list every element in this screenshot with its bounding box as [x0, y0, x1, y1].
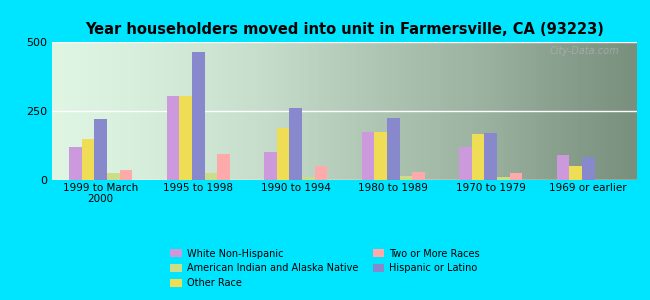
Bar [217, 154, 230, 180]
Bar [179, 96, 192, 180]
Bar [510, 173, 523, 180]
Bar [497, 177, 510, 180]
Bar [302, 177, 315, 180]
Bar [361, 132, 374, 180]
Bar [412, 172, 425, 180]
Bar [374, 132, 387, 180]
Bar [472, 134, 484, 180]
Bar [82, 139, 94, 180]
Bar [264, 152, 277, 180]
Bar [315, 166, 328, 180]
Bar [94, 119, 107, 180]
Bar [556, 155, 569, 180]
Bar [69, 147, 82, 180]
Bar [205, 173, 217, 180]
Bar [166, 96, 179, 180]
Bar [459, 147, 472, 180]
Bar [569, 166, 582, 180]
Bar [107, 173, 120, 180]
Bar [400, 176, 412, 180]
Text: City-Data.com: City-Data.com [550, 46, 619, 56]
Bar [289, 108, 302, 180]
Bar [387, 118, 400, 180]
Bar [582, 157, 595, 180]
Bar [484, 133, 497, 180]
Bar [192, 52, 205, 180]
Bar [120, 170, 133, 180]
Bar [277, 128, 289, 180]
Title: Year householders moved into unit in Farmersville, CA (93223): Year householders moved into unit in Far… [85, 22, 604, 37]
Legend: White Non-Hispanic, American Indian and Alaska Native, Other Race, Two or More R: White Non-Hispanic, American Indian and … [166, 244, 484, 292]
